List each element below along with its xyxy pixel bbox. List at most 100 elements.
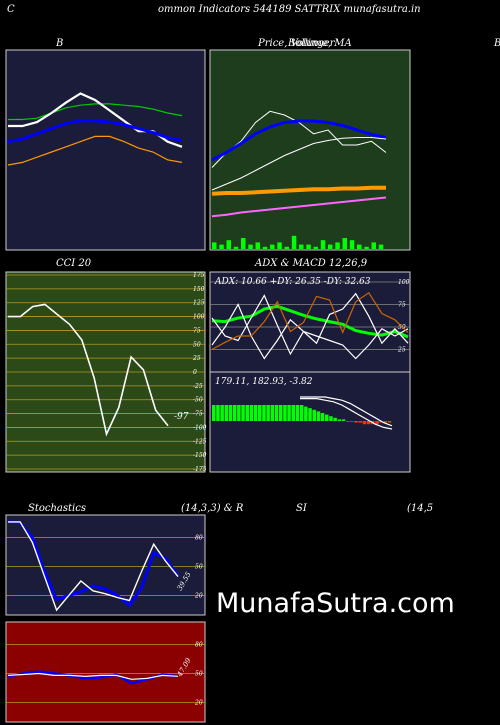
cci-tick-label: 75 — [193, 327, 201, 334]
rsi-tick-label: 50 — [195, 671, 203, 678]
macd-histogram-bar — [212, 405, 216, 421]
stochastics-series-line — [7, 520, 180, 608]
macd-histogram-bar — [228, 405, 233, 421]
volume-bar — [255, 242, 260, 249]
bollinger-title: B — [56, 38, 64, 49]
cci-gridlines: 175 150 125 100 75 50 25 0 -25 -50 -75 -100 -125 -150… — [6, 272, 207, 473]
cci-tick-label: 150 — [193, 286, 205, 293]
cci-tick-label: -50 — [193, 397, 203, 404]
macd-histogram-bar — [220, 405, 224, 421]
cci-tick-label: -100 — [193, 424, 207, 431]
volume-bar — [299, 244, 304, 249]
macd-histogram-bar — [266, 405, 270, 421]
volume-bar — [349, 240, 355, 249]
macd-series-line — [300, 396, 393, 427]
macd-lines — [300, 396, 393, 430]
rsi-tick-label: 80 — [195, 641, 203, 648]
bollinger-series-line — [7, 135, 183, 166]
volume-bar — [378, 244, 384, 249]
price-series-line — [211, 119, 387, 162]
cci-tick-label: 0 — [193, 369, 197, 376]
adx-tick-label: 75 — [398, 302, 406, 309]
cci-tick-label: -175 — [193, 466, 207, 473]
stochastics-tick-label: 50 — [195, 564, 203, 571]
volume-bar — [291, 235, 297, 249]
macd-histogram-bar — [308, 408, 312, 421]
volume-bar — [328, 244, 333, 249]
adx-tick-label: 50 — [398, 324, 406, 331]
macd-histogram-bar — [354, 421, 358, 423]
rsi-tick-label: 20 — [194, 700, 203, 707]
macd-histogram-bar — [270, 405, 275, 421]
adx-series-line — [211, 291, 409, 351]
watermark: MunafaSutra.com — [216, 588, 455, 619]
stochastics-tick-label: 80 — [195, 534, 203, 541]
macd-histogram-bar — [366, 421, 371, 425]
volume-bar — [320, 240, 326, 249]
adx-series-line — [211, 292, 409, 356]
macd-histogram-bar — [245, 405, 249, 421]
stochastics-background — [5, 514, 206, 616]
price-title: Price, Volume, MA — [258, 38, 352, 49]
volume-bar — [335, 242, 340, 249]
macd-histogram-bar — [362, 421, 367, 425]
cci-tick-label: -75 — [193, 411, 203, 418]
volume-bar — [371, 242, 376, 249]
volume-bar — [241, 238, 246, 249]
macd-histogram-bar — [232, 405, 237, 421]
cci-tick-label: -125 — [193, 438, 207, 445]
macd-histogram-bar — [253, 405, 258, 421]
adx-series-line — [211, 304, 409, 339]
price-series-line — [211, 196, 387, 218]
macd-histogram-bar — [274, 405, 279, 421]
adx-series-line — [211, 303, 409, 360]
macd-histogram-bar — [375, 421, 379, 425]
price-panel — [209, 49, 411, 251]
macd-info: 179.11, 182.93, -3.82 — [215, 377, 313, 387]
adx-gridlines: 100 75 50 25 — [210, 279, 410, 354]
bollinger-lines — [7, 92, 183, 166]
macd-histogram-bar — [383, 421, 388, 423]
volume-bar — [306, 244, 311, 249]
cci-tick-label: -150 — [193, 452, 207, 459]
bollinger-overlap-label: Bollinger — [288, 38, 335, 49]
bollinger-panel — [5, 49, 206, 251]
macd-histogram-bar — [341, 419, 346, 421]
bollinger-series-line — [8, 103, 183, 121]
macd-panel: 179.11, 182.93, -3.82 — [209, 371, 411, 473]
macd-histogram-bar — [295, 405, 300, 421]
cci-tick-label: -25 — [193, 383, 203, 390]
rsi-series-line — [7, 672, 179, 680]
bollinger-right-edge-label: B — [494, 38, 500, 49]
volume-bar — [284, 246, 289, 249]
macd-histogram-bar — [320, 413, 325, 421]
volume-bar — [313, 246, 318, 249]
volume-bar — [364, 246, 369, 249]
price-background — [209, 49, 411, 251]
adx-lines — [211, 291, 409, 360]
volume-bar — [342, 238, 347, 249]
volume-bars — [212, 235, 384, 249]
macd-histogram-bar — [216, 405, 220, 421]
adx-tick-label: 100 — [398, 279, 410, 286]
macd-histogram-bar — [333, 417, 337, 421]
macd-histogram-bar — [291, 405, 295, 421]
macd-histogram-bar — [304, 406, 308, 421]
bollinger-series-line — [7, 119, 183, 144]
price-lines — [211, 110, 387, 218]
volume-bar — [248, 244, 253, 249]
cci-tick-label: 25 — [192, 355, 201, 362]
macd-histogram-bar — [312, 409, 316, 421]
macd-histogram-bar — [287, 405, 291, 421]
rsi-params: (14,5 — [407, 503, 434, 514]
cci-tick-label: 175 — [193, 272, 205, 279]
rsi-title: SI — [296, 503, 307, 514]
macd-histogram-bar — [325, 414, 329, 421]
volume-bar — [212, 242, 217, 249]
price-series-line — [211, 137, 387, 191]
adx-background — [209, 271, 411, 373]
stochastics-params: (14,3,3) & R — [181, 503, 244, 514]
macd-histogram-bar — [358, 421, 362, 423]
